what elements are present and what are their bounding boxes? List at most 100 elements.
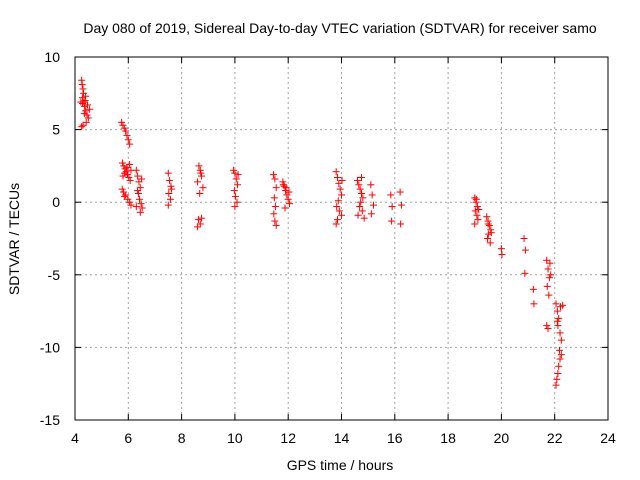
- data-point: [359, 194, 367, 202]
- data-point: [78, 123, 86, 131]
- data-point: [281, 204, 289, 212]
- data-point: [471, 207, 479, 215]
- data-point: [484, 220, 492, 228]
- data-point: [543, 282, 551, 290]
- data-point: [388, 217, 396, 225]
- data-point: [84, 114, 92, 122]
- data-point: [270, 210, 278, 218]
- data-point: [543, 256, 551, 264]
- data-point: [556, 329, 564, 337]
- data-point: [357, 174, 365, 182]
- data-point: [530, 300, 538, 308]
- data-point: [196, 189, 204, 197]
- data-point: [486, 239, 494, 247]
- data-point: [231, 192, 239, 200]
- data-point: [120, 162, 128, 170]
- data-point: [333, 203, 341, 211]
- data-point: [472, 195, 480, 203]
- data-point: [279, 178, 287, 186]
- data-point: [126, 198, 134, 206]
- data-point: [231, 169, 239, 177]
- data-point: [194, 216, 202, 224]
- data-point: [230, 166, 238, 174]
- x-tick-label: 16: [387, 430, 403, 446]
- data-point: [520, 235, 528, 242]
- data-point: [82, 92, 90, 100]
- data-point: [197, 169, 205, 177]
- data-point: [335, 179, 343, 187]
- data-point: [271, 203, 279, 211]
- data-point: [282, 187, 290, 195]
- data-point: [282, 184, 290, 192]
- data-point: [164, 169, 172, 177]
- data-point: [473, 211, 481, 219]
- x-tick-label: 4: [71, 430, 79, 446]
- data-point: [78, 76, 86, 84]
- data-point: [132, 166, 140, 174]
- data-point: [134, 187, 142, 195]
- data-point: [544, 265, 552, 273]
- x-tick-label: 22: [547, 430, 563, 446]
- data-point: [336, 185, 344, 193]
- data-point: [230, 187, 238, 195]
- data-point: [82, 107, 90, 115]
- data-point: [136, 208, 144, 216]
- data-point: [545, 291, 553, 299]
- data-point: [356, 185, 364, 193]
- data-point: [233, 198, 241, 206]
- data-point: [126, 160, 134, 168]
- data-point: [367, 181, 375, 189]
- data-point: [122, 127, 130, 135]
- data-point: [80, 110, 88, 118]
- data-point: [369, 201, 377, 209]
- data-point: [368, 191, 376, 199]
- data-points: [77, 76, 567, 389]
- axis-ticks: [74, 56, 609, 421]
- data-point: [271, 175, 279, 183]
- data-point: [334, 174, 342, 182]
- data-point: [118, 159, 126, 167]
- data-point: [487, 226, 495, 234]
- data-point: [79, 121, 87, 129]
- y-tick-label: 5: [52, 122, 60, 138]
- y-tick-labels: -15 -10 -5 0 5 10: [40, 49, 60, 428]
- data-point: [353, 176, 361, 184]
- data-point: [124, 136, 132, 144]
- data-point: [134, 172, 142, 180]
- data-point: [332, 220, 340, 228]
- data-point: [86, 105, 94, 113]
- y-tick-label: 0: [52, 194, 60, 210]
- chart-title: Day 080 of 2019, Sidereal Day-to-day VTE…: [83, 20, 596, 36]
- data-point: [484, 235, 492, 242]
- data-point: [194, 178, 202, 186]
- data-point: [498, 250, 506, 258]
- data-point: [126, 176, 134, 184]
- data-point: [198, 172, 206, 180]
- x-tick-label: 12: [280, 430, 296, 446]
- data-point: [84, 101, 92, 109]
- data-point: [485, 221, 493, 229]
- data-point: [552, 300, 560, 308]
- data-point: [555, 346, 563, 354]
- data-point: [199, 184, 207, 192]
- data-point: [120, 192, 128, 200]
- data-point: [271, 217, 279, 225]
- data-point: [334, 197, 342, 205]
- data-point: [546, 259, 554, 267]
- data-point: [367, 210, 375, 218]
- data-point: [270, 194, 278, 202]
- x-tick-label: 8: [178, 430, 186, 446]
- data-point: [77, 98, 85, 106]
- data-point: [118, 185, 126, 193]
- x-tick-label: 10: [227, 430, 243, 446]
- data-point: [126, 140, 134, 148]
- data-point: [475, 205, 483, 213]
- y-axis-title: SDTVAR / TECUs: [6, 183, 22, 295]
- x-tick-label: 24: [600, 430, 616, 446]
- data-point: [521, 246, 529, 254]
- y-tick-label: -15: [40, 412, 60, 428]
- data-point: [119, 121, 127, 129]
- data-point: [166, 195, 174, 203]
- data-point: [357, 189, 365, 197]
